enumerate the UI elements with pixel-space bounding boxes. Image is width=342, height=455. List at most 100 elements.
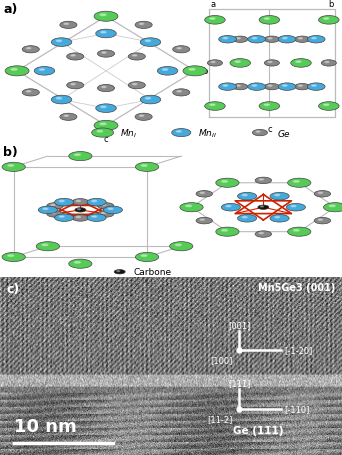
Ellipse shape [108,209,113,210]
Ellipse shape [291,206,296,207]
Ellipse shape [299,86,302,87]
Ellipse shape [264,84,279,91]
Ellipse shape [230,60,250,68]
Text: [001]: [001] [228,320,251,329]
Ellipse shape [11,69,17,71]
Ellipse shape [22,90,39,97]
Ellipse shape [255,178,272,184]
Ellipse shape [39,70,44,71]
Text: [11-2]: [11-2] [207,414,233,423]
Ellipse shape [102,205,106,206]
Ellipse shape [256,132,260,133]
Ellipse shape [270,215,289,222]
Ellipse shape [78,209,80,210]
Ellipse shape [51,205,55,206]
Ellipse shape [200,193,204,194]
Text: Ge (111): Ge (111) [233,425,284,435]
Ellipse shape [259,233,263,234]
Ellipse shape [47,203,63,210]
Ellipse shape [275,217,279,218]
Ellipse shape [288,179,311,188]
Ellipse shape [97,203,114,210]
Text: c): c) [7,283,20,296]
Text: c: c [104,135,108,144]
Ellipse shape [264,37,279,43]
Ellipse shape [196,191,212,197]
Ellipse shape [186,206,192,207]
Ellipse shape [210,105,215,106]
Ellipse shape [314,218,331,224]
Ellipse shape [307,36,325,44]
Ellipse shape [307,84,325,91]
Ellipse shape [223,86,228,87]
Ellipse shape [221,204,240,212]
Ellipse shape [264,61,279,67]
Ellipse shape [141,165,147,167]
Ellipse shape [2,253,25,262]
Ellipse shape [223,38,228,40]
Text: a): a) [3,3,18,16]
Ellipse shape [324,203,342,212]
Ellipse shape [8,255,14,257]
Ellipse shape [96,30,116,39]
Ellipse shape [51,39,72,47]
Text: $\mathit{Mn_{II}}$: $\mathit{Mn_{II}}$ [198,127,218,140]
Ellipse shape [128,82,145,90]
Text: Mn5Ge3 (001): Mn5Ge3 (001) [258,283,335,293]
Ellipse shape [175,244,181,246]
Ellipse shape [22,46,39,54]
Ellipse shape [268,62,272,63]
Text: b: b [328,0,333,9]
Text: a: a [210,0,215,9]
Ellipse shape [295,84,310,91]
Ellipse shape [211,62,215,63]
Ellipse shape [296,62,301,63]
Ellipse shape [252,38,257,40]
Ellipse shape [133,84,137,86]
Ellipse shape [102,213,106,214]
Ellipse shape [216,228,239,237]
Text: c: c [267,125,272,134]
Ellipse shape [135,22,152,30]
Ellipse shape [200,220,204,221]
Text: [100]: [100] [210,356,233,364]
Ellipse shape [101,107,106,108]
Ellipse shape [255,231,272,238]
Ellipse shape [189,69,195,71]
Ellipse shape [207,61,222,67]
Ellipse shape [101,32,106,34]
Ellipse shape [56,41,62,42]
Ellipse shape [177,49,181,50]
Ellipse shape [237,193,256,201]
Ellipse shape [94,12,118,22]
Ellipse shape [97,131,103,133]
Ellipse shape [97,51,115,58]
Ellipse shape [75,262,80,263]
Ellipse shape [135,253,159,262]
Ellipse shape [248,36,266,44]
Ellipse shape [219,84,236,91]
Ellipse shape [38,207,57,214]
Ellipse shape [5,66,29,77]
Ellipse shape [51,96,72,105]
Ellipse shape [278,36,296,44]
Ellipse shape [55,199,74,207]
Ellipse shape [183,66,207,77]
Ellipse shape [60,22,77,30]
Ellipse shape [242,195,247,196]
Text: $\mathit{Mn_I}$: $\mathit{Mn_I}$ [120,127,137,140]
Ellipse shape [97,85,115,92]
Ellipse shape [293,230,299,232]
Ellipse shape [128,54,145,61]
Ellipse shape [157,67,178,76]
Ellipse shape [216,179,239,188]
Ellipse shape [177,91,181,93]
Ellipse shape [324,19,329,20]
Ellipse shape [72,199,89,206]
Ellipse shape [196,218,212,224]
Ellipse shape [140,116,144,117]
Ellipse shape [34,67,55,76]
Ellipse shape [102,53,106,54]
Ellipse shape [96,105,116,113]
Ellipse shape [233,84,248,91]
